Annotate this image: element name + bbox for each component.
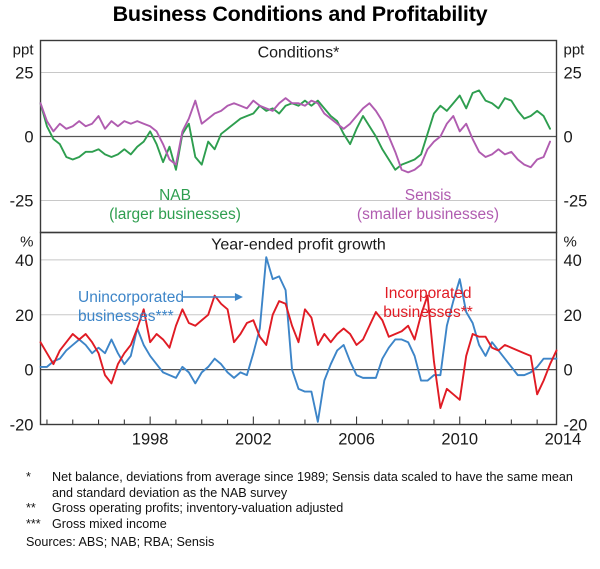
footnote-row: *** Gross mixed income [26,517,586,533]
legend-sublabel-incorporated: businesses** [383,304,473,321]
series-line [39,97,551,174]
footnote-text: Gross operating profits; inventory-valua… [52,501,344,516]
series-line [39,256,558,423]
legend-sublabel-unincorporated: businesses*** [78,308,174,325]
annotation-arrow-head [234,293,243,301]
y-tick-label-right: 0 [564,362,573,380]
legend-sublabel-nab: (larger businesses) [109,206,241,223]
legend-label-nab: NAB [159,187,191,204]
y-tick-label-right: 0 [564,129,573,147]
x-tick-label: 2006 [338,431,375,449]
sources-line: Sources: ABS; NAB; RBA; Sensis [26,535,215,550]
footnote-row: ** Gross operating profits; inventory-va… [26,501,586,517]
y-tick-label-right: -25 [564,193,588,211]
y-tick-label-left: -20 [10,417,34,435]
footnote-mark: * [26,470,31,484]
x-tick-label: 2014 [545,431,582,449]
y-unit-right: % [564,234,577,251]
series-line [39,294,558,409]
page-title: Business Conditions and Profitability [112,2,488,26]
y-tick-label-right: 40 [564,252,582,270]
y-unit-left: ppt [13,42,35,59]
legend-label-incorporated: Incorporated [384,285,471,302]
y-tick-label-left: 0 [24,129,33,147]
y-unit-right: ppt [564,42,586,59]
panel-title: Year-ended profit growth [211,237,386,254]
y-tick-label-right: 20 [564,307,582,325]
x-tick-label: 1998 [132,431,169,449]
legend-sublabel-sensis: (smaller businesses) [357,206,499,223]
x-tick-label: 2002 [235,431,272,449]
footnote-row: * Net balance, deviations from average s… [26,470,586,501]
x-tick-label: 2010 [441,431,478,449]
footnote-text: Gross mixed income [52,516,167,531]
footnotes-block: * Net balance, deviations from average s… [26,470,586,551]
y-tick-label-left: -25 [10,193,34,211]
footnote-mark: *** [26,516,41,531]
y-tick-label-right: -20 [564,417,588,435]
chart-svg: 25 25 0 0 -25 -25 ppt ppt Conditions* 40 40 20 20 0 0 -… [10,39,588,449]
footnote-mark: ** [26,501,36,516]
panel-frame [39,231,558,426]
y-tick-label-left: 20 [15,307,33,325]
series-line [39,89,551,171]
y-unit-left: % [20,234,33,251]
legend-label-sensis: Sensis [405,187,452,204]
panel-title: Conditions* [258,45,340,62]
y-tick-label-left: 0 [24,362,33,380]
footnote-text: Net balance, deviations from average sin… [52,470,573,500]
y-tick-label-right: 25 [564,65,582,83]
legend-label-unincorporated: Unincorporated [78,289,184,306]
y-tick-label-left: 25 [15,65,33,83]
y-tick-label-left: 40 [15,252,33,270]
